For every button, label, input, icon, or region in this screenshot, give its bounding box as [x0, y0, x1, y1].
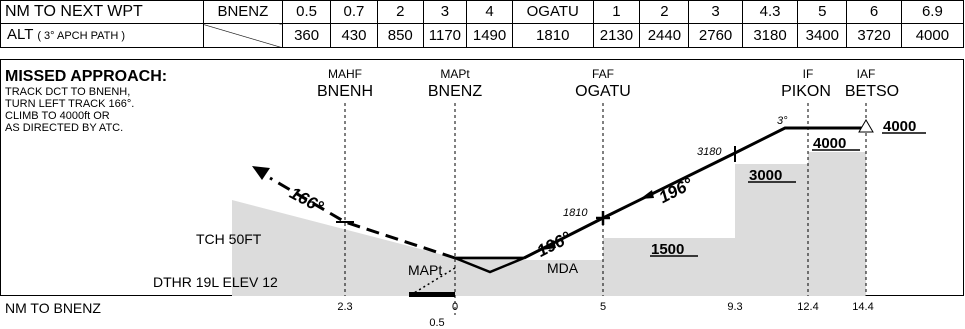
mda-label: MDA [547, 260, 579, 276]
missed-track-label: 166° [286, 183, 326, 216]
missed-approach-instructions: TRACK DCT TO BNENH, TURN LEFT TRACK 166°… [5, 86, 134, 134]
fix-role: MAHF [328, 67, 362, 81]
approach-profile-view: MISSED APPROACH: TRACK DCT TO BNENH, TUR… [0, 59, 964, 329]
distance-altitude-table: NM TO NEXT WPT BNENZ 0.5 0.7 2 3 4 OGATU… [0, 0, 965, 60]
table-cell: 4.3 [741, 0, 799, 24]
table-cell: 1490 [466, 23, 513, 48]
missed-approach-heading: MISSED APPROACH: [5, 68, 167, 85]
fix-name: OGATU [575, 83, 631, 100]
approach-track-label: 196° [534, 228, 574, 261]
table-cell: 6 [846, 0, 902, 24]
table-cell: 2 [639, 0, 690, 24]
missed-approach-area [232, 200, 455, 296]
missed-approach-line: AS DIRECTED BY ATC. [5, 122, 123, 134]
fix-role: IAF [857, 67, 876, 81]
mapt-level-segment [454, 256, 525, 274]
runway [409, 292, 455, 297]
table-cell: 0.5 [282, 0, 332, 24]
row-label-distance: NM TO NEXT WPT [0, 0, 204, 24]
table-cell: 2130 [592, 23, 641, 48]
table-row-altitude: ALT ( 3° APCH PATH ) 360 430 850 1170 14… [0, 23, 965, 48]
mapt-label: MAPt [408, 262, 442, 278]
track-arrow-icon [542, 240, 556, 250]
dthr-label: DTHR 19L ELEV 12 [153, 274, 278, 290]
table-cell: 4 [466, 0, 513, 24]
table-cell-diagonal [202, 23, 284, 48]
altitude-label: ALT [7, 26, 34, 43]
table-cell: 2760 [688, 23, 743, 48]
table-cell: 3 [688, 0, 743, 24]
missed-approach-line: TURN LEFT TRACK 166°. [5, 98, 134, 110]
table-cell: 1170 [422, 23, 468, 48]
fix-labels: MAHF BNENH MAPt BNENZ FAF OGATU IF PIKON… [317, 67, 899, 100]
track-arrow-icon [640, 190, 654, 199]
table-cell: OGATU [511, 0, 594, 24]
fix-name: BETSO [845, 83, 899, 100]
table-cell: 1810 [511, 23, 594, 48]
table-cell: 360 [282, 23, 332, 48]
fix-name: BNENH [317, 83, 373, 100]
min-altitude: 4000 [883, 118, 916, 135]
distance-tick: 0.5 [429, 317, 444, 329]
row-label-altitude: ALT ( 3° APCH PATH ) [0, 23, 204, 48]
min-altitude: 1500 [651, 241, 684, 258]
table-cell: BNENZ [202, 0, 284, 24]
step-altitude: 3180 [697, 146, 722, 158]
approach-track-label: 196° [656, 174, 696, 207]
table-cell: 2440 [639, 23, 690, 48]
missed-approach-line: TRACK DCT TO BNENH, [5, 86, 130, 98]
table-cell: 3720 [846, 23, 902, 48]
fix-name: BNENZ [428, 83, 482, 100]
path-angle: 3° [777, 115, 788, 127]
min-altitude: 4000 [813, 135, 846, 152]
distance-axis-label: NM TO BNENZ [5, 300, 101, 316]
msa-segment-3000 [735, 164, 808, 296]
distance-ticks: 2.3 0 0.5 5 9.3 12.4 14.4 [337, 301, 873, 329]
distance-tick: 0 [452, 301, 458, 313]
table-cell: 3180 [741, 23, 799, 48]
minimum-altitudes: 1500 3000 4000 4000 [651, 118, 916, 258]
visual-descent-path [408, 267, 456, 297]
table-cell: 2 [376, 0, 424, 24]
missed-approach-track [252, 166, 456, 260]
min-altitude-underlines [650, 132, 926, 257]
table-cell: 850 [376, 23, 424, 48]
table-cell: 3400 [797, 23, 848, 48]
table-cell: 1 [592, 0, 641, 24]
faf-cross-icon [596, 211, 610, 225]
fix-role: IF [803, 67, 814, 81]
faf-altitude: 1810 [563, 207, 588, 219]
table-cell: 430 [330, 23, 378, 48]
table-row-distance: NM TO NEXT WPT BNENZ 0.5 0.7 2 3 4 OGATU… [0, 0, 965, 24]
table-cell: 0.7 [330, 0, 378, 24]
table-cell: 3 [422, 0, 468, 24]
mda-segment-area [455, 260, 603, 296]
iaf-triangle-icon [858, 119, 874, 133]
fix-verticals [344, 103, 867, 315]
distance-tick: 14.4 [852, 301, 873, 313]
table-cell: 4000 [900, 23, 965, 48]
distance-tick: 5 [600, 301, 606, 313]
altitude-label-note: ( 3° APCH PATH ) [37, 30, 126, 42]
table-cell: 6.9 [900, 0, 965, 24]
msa-segment-1500 [603, 238, 735, 296]
distance-tick: 9.3 [727, 301, 742, 313]
fix-role: MAPt [440, 67, 470, 81]
table-cell: 5 [797, 0, 848, 24]
fix-name: PIKON [781, 83, 831, 100]
missed-approach-line: CLIMB TO 4000ft OR [5, 110, 110, 122]
distance-tick: 2.3 [337, 301, 352, 313]
distance-tick: 12.4 [797, 301, 818, 313]
msa-segment-4000 [808, 152, 866, 296]
fix-role: FAF [592, 67, 614, 81]
min-altitude: 3000 [749, 167, 782, 184]
tch-label: TCH 50FT [196, 231, 262, 247]
